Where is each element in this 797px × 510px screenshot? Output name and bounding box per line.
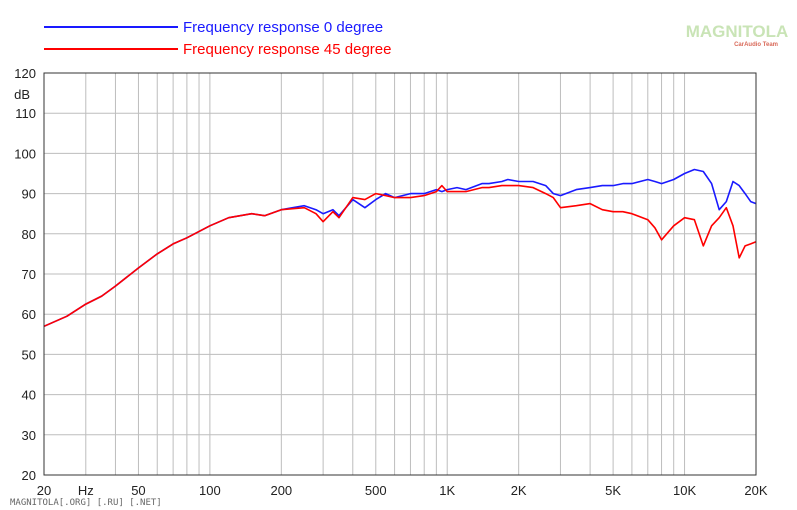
y-tick-label: 30	[22, 428, 36, 443]
y-tick-label: 40	[22, 388, 36, 403]
y-tick-label: 20	[22, 468, 36, 483]
x-tick-label: 10K	[673, 483, 696, 498]
series-lines	[43, 168, 757, 328]
x-tick-label: 20	[37, 483, 51, 498]
y-tick-label: 120	[14, 66, 36, 81]
x-tick-label: Hz	[78, 483, 94, 498]
x-tick-label: 100	[199, 483, 221, 498]
y-axis-ticks: 20 30 40 50 60 70 80 90 100 110 120	[14, 66, 36, 483]
series-line-45-degree	[43, 184, 757, 328]
x-tick-label: 2K	[511, 483, 527, 498]
x-tick-label: 200	[270, 483, 292, 498]
y-tick-label: 110	[15, 106, 36, 121]
x-tick-label: 20K	[744, 483, 767, 498]
legend: Frequency response 0 degree Frequency res…	[44, 19, 391, 58]
watermark-logo-text: MAGNITOLA	[686, 22, 789, 41]
y-axis-label: dB	[14, 87, 30, 102]
y-tick-label: 80	[22, 227, 36, 242]
y-tick-label: 60	[22, 307, 36, 322]
x-tick-label: 500	[365, 483, 387, 498]
x-tick-label: 50	[131, 483, 145, 498]
y-tick-label: 100	[14, 146, 36, 161]
x-tick-label: 1K	[439, 483, 455, 498]
plot-frame	[43, 72, 757, 476]
y-tick-label: 90	[22, 187, 36, 202]
legend-label: Frequency response 0 degree	[183, 19, 383, 36]
watermark-logo: MAGNITOLA CarAudio Team	[686, 22, 789, 48]
series-line-0-degree	[43, 168, 757, 328]
y-tick-label: 70	[22, 267, 36, 282]
y-tick-label: 50	[22, 347, 36, 362]
grid-lines	[44, 72, 756, 476]
x-tick-label: 5K	[605, 483, 621, 498]
legend-label: Frequency response 45 degree	[183, 41, 391, 58]
footer-text: MAGNITOLA[.ORG] [.RU] [.NET]	[10, 498, 162, 508]
watermark-logo-subtext: CarAudio Team	[734, 42, 778, 48]
x-axis-ticks: 20 Hz 50 100 200 500 1K 2K 5K 10K 20K	[37, 483, 768, 498]
